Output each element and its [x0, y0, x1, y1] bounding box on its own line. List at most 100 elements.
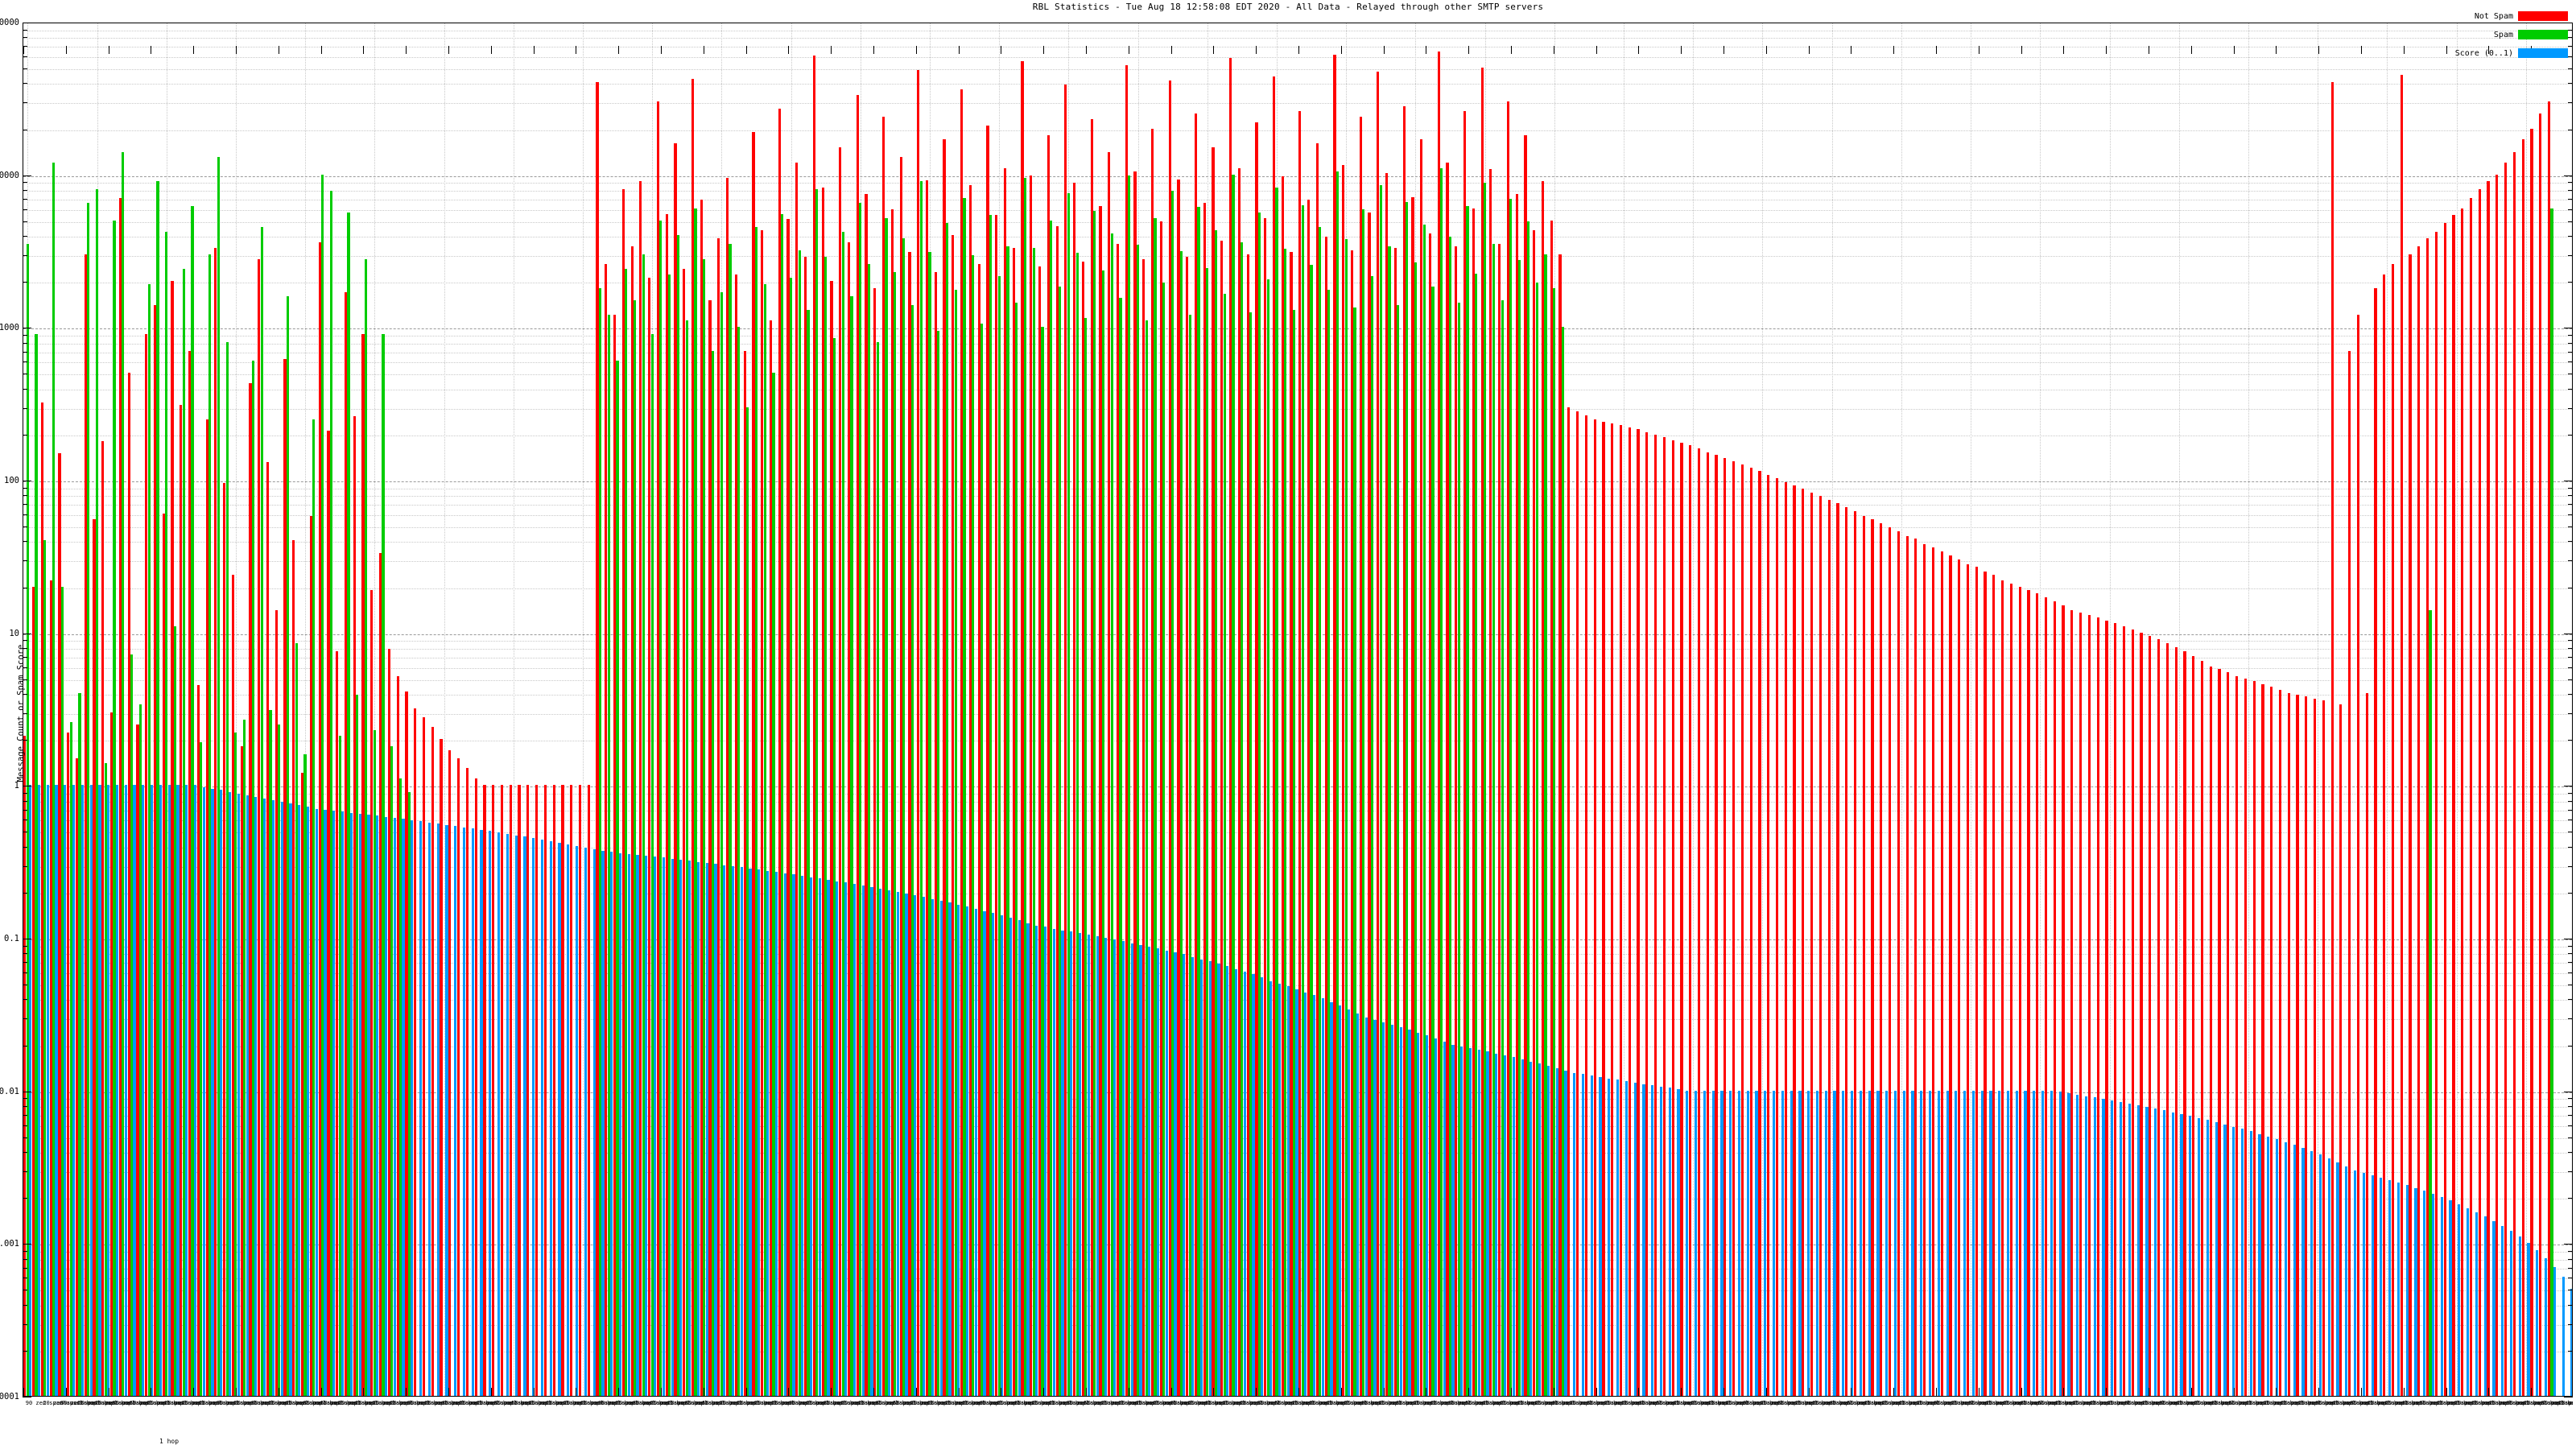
bar-score [1512, 1057, 1515, 1396]
bar-not-spam [535, 785, 539, 1396]
x-axis-tick [2318, 46, 2320, 54]
x-axis-tick-label: 30 zen spamhaus 1 hop [1014, 1400, 1086, 1406]
bar-not-spam [1003, 167, 1007, 1396]
y-axis-minor-tick [23, 68, 27, 70]
y-axis-minor-tick [2568, 487, 2573, 489]
bar-spam [225, 341, 229, 1396]
x-axis-tick [1256, 1388, 1257, 1396]
bar-not-spam [361, 334, 365, 1396]
bar-not-spam [621, 189, 625, 1396]
bar-spam [1405, 201, 1409, 1396]
bar-score [1035, 925, 1038, 1396]
bar-not-spam [2278, 690, 2282, 1396]
bar-not-spam [2122, 625, 2126, 1396]
bar-spam [633, 299, 637, 1396]
bar-spam [937, 330, 940, 1396]
x-axis-tick-label: 50 zen spamhaus 1 hop [702, 1400, 774, 1406]
bar-score [332, 811, 336, 1396]
bar-spam [200, 742, 203, 1396]
bar-not-spam [2244, 678, 2247, 1396]
x-axis-tick-label: 20 zen spamhaus 1 hop [1118, 1400, 1190, 1406]
bar-not-spam [1350, 250, 1354, 1396]
x-axis-tick [1256, 46, 1257, 54]
bar-not-spam [1437, 51, 1440, 1396]
bar-spam [1327, 290, 1331, 1396]
bar-not-spam [847, 242, 851, 1396]
bar-not-spam [2496, 174, 2499, 1396]
bar-score [1651, 1085, 1654, 1396]
legend-item-score[interactable]: Score (0..1) [2455, 47, 2568, 60]
bar-not-spam [1645, 431, 1649, 1396]
bar-not-spam [1732, 461, 1736, 1396]
x-axis-tick [661, 46, 662, 54]
bar-not-spam [1524, 135, 1527, 1396]
bar-not-spam [1142, 258, 1146, 1396]
x-axis-tick-label: 20 zen spamhaus 1 hop [2194, 1400, 2266, 1406]
bar-score [567, 844, 570, 1396]
bar-not-spam [804, 256, 807, 1396]
bar-not-spam [691, 79, 695, 1396]
bar-score [1304, 992, 1307, 1396]
bar-not-spam [917, 70, 920, 1396]
bar-not-spam [605, 263, 608, 1396]
y-axis-tick-label: 1000 [0, 323, 19, 333]
bar-not-spam [1515, 194, 1518, 1396]
bar-not-spam [2461, 208, 2464, 1396]
bar-score [983, 910, 986, 1396]
bar-score [662, 857, 665, 1396]
bar-score [1104, 938, 1108, 1396]
bar-score [393, 818, 396, 1396]
bar-not-spam [2079, 612, 2083, 1396]
bar-score [2033, 1090, 2036, 1396]
bar-score [1746, 1090, 1749, 1396]
y-axis-minor-tick [23, 846, 27, 848]
bar-not-spam [1342, 165, 1345, 1396]
y-axis-minor-tick [23, 37, 27, 39]
legend-item-spam[interactable]: Spam [2455, 28, 2568, 41]
bar-not-spam [1975, 566, 1978, 1396]
bar-score [2440, 1197, 2443, 1396]
bar-score [1269, 980, 1273, 1396]
bar-score [861, 886, 865, 1396]
x-axis-tick-label: 30 zen spamhaus 1 hop [1968, 1400, 2040, 1406]
bar-spam [1136, 245, 1140, 1396]
x-axis-tick-label: 30 zen spamhaus 1 hop [1830, 1400, 1901, 1406]
bar-score [2128, 1104, 2131, 1396]
x-axis-tick-label: 90 zen spamhaus 1 hop [1743, 1400, 1814, 1406]
bar-score [801, 875, 804, 1396]
bar-not-spam [1393, 248, 1397, 1396]
y-axis-minor-tick [2568, 361, 2573, 363]
bar-not-spam [1984, 572, 1987, 1396]
bar-score [1608, 1078, 1611, 1396]
x-axis-tick [1893, 46, 1895, 54]
bar-score [324, 809, 327, 1396]
x-axis-tick-label: 90 zen spamhaus 1 hop [1170, 1400, 1242, 1406]
y-axis-minor-tick [2568, 1251, 2573, 1252]
y-axis-minor-tick [23, 1258, 27, 1260]
x-axis-tick [1638, 1388, 1640, 1396]
bar-score [1312, 995, 1316, 1396]
bar-score [2206, 1120, 2209, 1396]
bar-score [671, 858, 674, 1396]
x-axis-tick [1043, 1388, 1045, 1396]
bar-score [2536, 1250, 2539, 1396]
bar-not-spam [1550, 220, 1553, 1396]
legend-item-not-spam[interactable]: Not Spam [2455, 10, 2568, 23]
bar-spam [972, 255, 975, 1396]
bar-spam [1162, 283, 1166, 1396]
x-axis-tick [1851, 1388, 1852, 1396]
bar-spam [1006, 246, 1009, 1396]
x-axis-tick-label: 20 zen spamhaus 1 hop [2177, 1400, 2248, 1406]
y-axis-minor-tick [23, 560, 27, 562]
bar-spam [1171, 191, 1174, 1396]
y-axis-minor-tick [23, 1251, 27, 1252]
bar-not-spam [1428, 233, 1432, 1396]
bar-not-spam [440, 739, 443, 1396]
x-axis-tick [1765, 1388, 1767, 1396]
bar-not-spam [2530, 128, 2533, 1396]
bar-not-spam [1298, 110, 1302, 1396]
bar-score [1998, 1090, 2001, 1396]
bar-score [89, 785, 93, 1396]
bar-not-spam [1315, 142, 1319, 1396]
bar-not-spam [23, 736, 27, 1396]
